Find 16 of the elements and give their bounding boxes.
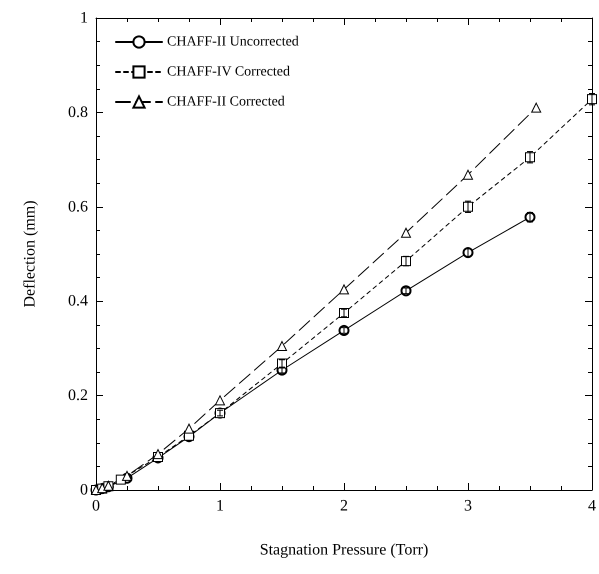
x-tick-label: 1: [216, 498, 224, 514]
y-axis-title: Deflection (mm): [22, 200, 38, 308]
y-tick-label: 0.6: [68, 198, 88, 216]
y-tick-label: 1: [80, 10, 88, 26]
y-tick-label: 0.4: [68, 292, 88, 310]
x-axis-title: Stagnation Pressure (Torr): [260, 542, 428, 558]
legend-label: CHAFF-IV Corrected: [167, 64, 290, 80]
x-tick-label: 4: [588, 498, 596, 514]
x-tick-label: 2: [340, 498, 348, 514]
legend-label: CHAFF-II Corrected: [167, 94, 285, 110]
y-tick-label: 0: [80, 482, 88, 498]
y-tick-label: 0.8: [68, 104, 88, 121]
x-tick-label: 3: [464, 498, 472, 514]
x-tick-label: 0: [92, 498, 100, 514]
y-tick-label: 0.2: [68, 387, 88, 404]
legend-label: CHAFF-II Uncorrected: [167, 34, 299, 50]
